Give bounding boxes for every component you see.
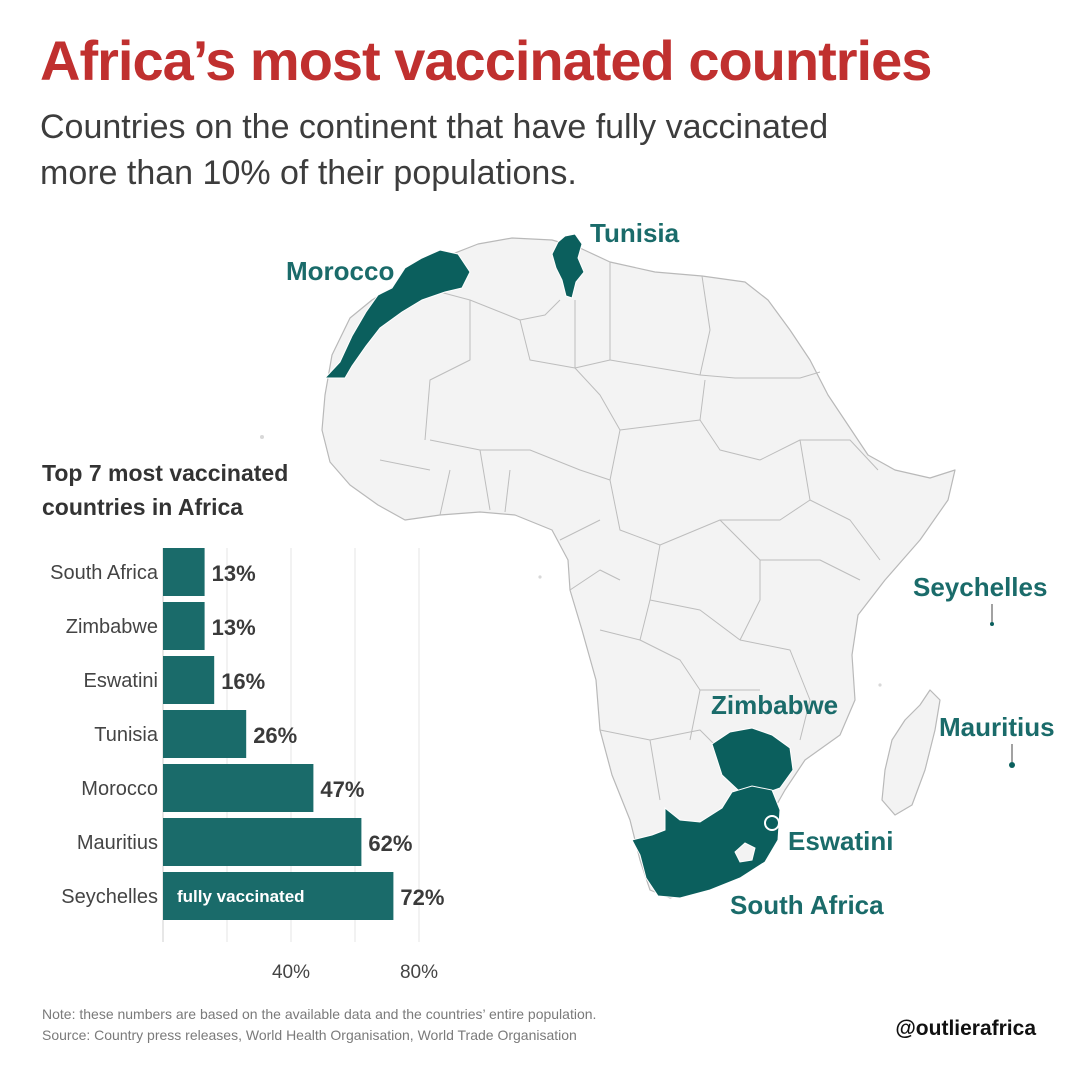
map-label-mauritius: Mauritius (939, 712, 1055, 742)
category-label: South Africa (50, 562, 159, 584)
map-label-tunisia: Tunisia (590, 218, 680, 248)
category-label: Mauritius (77, 832, 158, 854)
bar (163, 602, 205, 650)
south-africa-shape (631, 785, 781, 899)
bar-annotation: fully vaccinated (177, 887, 305, 906)
map-label-morocco: Morocco (286, 256, 395, 286)
madagascar-shape (881, 689, 941, 816)
morocco-shape (323, 249, 471, 379)
zimbabwe-shape (711, 727, 794, 797)
category-label: Tunisia (94, 724, 159, 746)
x-tick-label: 40% (272, 962, 310, 983)
page-subtitle: Countries on the continent that have ful… (40, 108, 829, 192)
bar (163, 656, 215, 704)
map-label-seychelles: Seychelles (913, 572, 1048, 602)
bar (163, 548, 205, 596)
bar (163, 872, 394, 920)
category-label: Zimbabwe (66, 616, 158, 638)
category-label: Seychelles (61, 886, 158, 908)
footnote: Note: these numbers are based on the ava… (42, 1004, 596, 1046)
africa-continent (321, 237, 956, 899)
category-label: Morocco (81, 778, 158, 800)
tunisia-shape (551, 233, 585, 299)
value-label: 13% (212, 561, 256, 586)
source-text: Source: Country press releases, World He… (42, 1027, 577, 1043)
page-title: Africa’s most vaccinated countries (40, 29, 932, 92)
bar (163, 818, 362, 866)
eswatini-shape (764, 815, 780, 831)
bar (163, 710, 247, 758)
map-label-eswatini: Eswatini (788, 826, 894, 856)
chart-title: Top 7 most vaccinated countries in Afric… (42, 460, 289, 520)
value-label: 47% (320, 777, 364, 802)
note-text: Note: these numbers are based on the ava… (42, 1006, 597, 1022)
map-label-south-africa: South Africa (730, 890, 884, 920)
lesotho-shape (734, 842, 756, 863)
value-label: 16% (221, 669, 265, 694)
brand-handle: @outlierafrica (895, 1017, 1036, 1040)
bar (163, 764, 314, 812)
category-label: Eswatini (84, 670, 158, 692)
seychelles-marker (990, 622, 994, 626)
value-label: 62% (368, 831, 412, 856)
map-label-zimbabwe: Zimbabwe (711, 690, 839, 720)
mauritius-marker (1009, 762, 1015, 768)
value-label: 26% (253, 723, 297, 748)
x-tick-label: 80% (400, 962, 438, 983)
value-label: 13% (212, 615, 256, 640)
value-label: 72% (400, 885, 444, 910)
